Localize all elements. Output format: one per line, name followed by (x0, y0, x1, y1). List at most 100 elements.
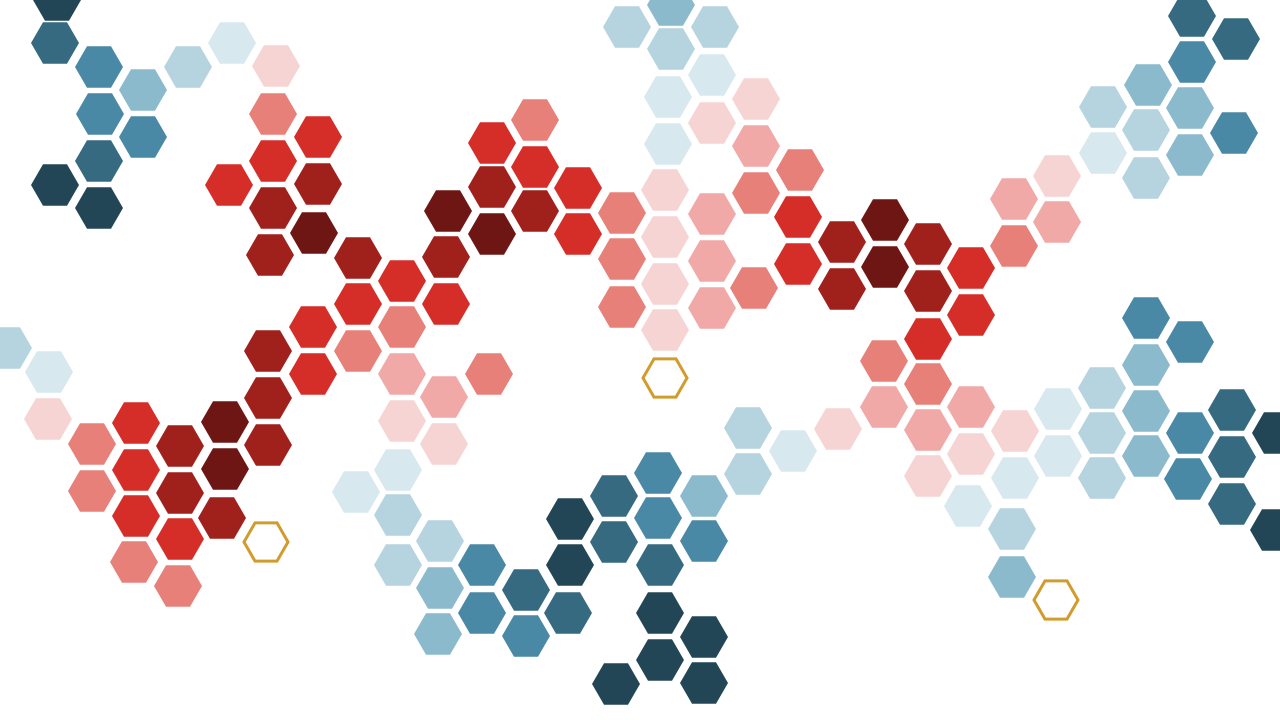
blue-hexagon (680, 616, 728, 658)
red-hexagon (424, 190, 472, 232)
red-hexagon (774, 243, 822, 285)
red-hexagon (244, 424, 292, 466)
blue-hexagon (634, 452, 682, 494)
blue-hexagon (414, 613, 462, 655)
gold-outline-hexagon (641, 357, 689, 399)
blue-hexagon (1252, 412, 1280, 454)
blue-hexagon (1208, 389, 1256, 431)
red-hexagon (732, 78, 780, 120)
blue-hexagon (1166, 412, 1214, 454)
blue-hexagon (546, 544, 594, 586)
blue-hexagon (636, 544, 684, 586)
red-hexagon (112, 495, 160, 537)
blue-hexagon (603, 6, 651, 48)
red-hexagon (947, 247, 995, 289)
blue-hexagon (647, 28, 695, 70)
red-hexagon (246, 234, 294, 276)
red-hexagon (378, 400, 426, 442)
blue-hexagon (1168, 0, 1216, 37)
blue-hexagon (988, 508, 1036, 550)
blue-hexagon (374, 494, 422, 536)
blue-hexagon (590, 521, 638, 563)
red-hexagon (904, 455, 952, 497)
blue-hexagon (416, 567, 464, 609)
blue-hexagon (76, 93, 124, 135)
red-hexagon (205, 164, 253, 206)
blue-hexagon (680, 520, 728, 562)
blue-hexagon (644, 123, 692, 165)
red-hexagon (24, 398, 72, 440)
blue-hexagon (25, 351, 73, 393)
blue-hexagon (1122, 344, 1170, 386)
blue-hexagon (1208, 483, 1256, 525)
red-hexagon (289, 306, 337, 348)
red-hexagon (990, 178, 1038, 220)
blue-hexagon (1122, 109, 1170, 151)
blue-hexagon (208, 22, 256, 64)
red-hexagon (732, 172, 780, 214)
red-hexagon (641, 169, 689, 211)
blue-hexagon (75, 46, 123, 88)
red-hexagon (554, 213, 602, 255)
red-hexagon (156, 472, 204, 514)
red-hexagon (554, 167, 602, 209)
red-hexagon (1033, 201, 1081, 243)
blue-hexagon (644, 76, 692, 118)
blue-hexagon (1078, 457, 1126, 499)
red-hexagon (110, 541, 158, 583)
red-hexagon (252, 45, 300, 87)
blue-hexagon (1079, 132, 1127, 174)
blue-hexagon (724, 407, 772, 449)
red-hexagon (334, 330, 382, 372)
blue-hexagon (164, 46, 212, 88)
red-hexagon (730, 267, 778, 309)
blue-hexagon (75, 187, 123, 229)
red-hexagon (511, 146, 559, 188)
red-hexagon (688, 193, 736, 235)
red-hexagon (244, 377, 292, 419)
red-hexagon (511, 190, 559, 232)
red-hexagon (688, 287, 736, 329)
blue-hexagon (988, 556, 1036, 598)
red-hexagon (688, 240, 736, 282)
blue-hexagon (1210, 112, 1258, 154)
blue-hexagon (416, 520, 464, 562)
red-hexagon (860, 386, 908, 428)
red-hexagon (641, 216, 689, 258)
blue-hexagon (647, 0, 695, 26)
red-hexagon (68, 423, 116, 465)
blue-hexagon (1078, 367, 1126, 409)
blue-hexagon (1212, 18, 1260, 60)
blue-hexagon (1124, 64, 1172, 106)
red-hexagon (904, 270, 952, 312)
red-hexagon (156, 425, 204, 467)
gold-outline-hexagon (1032, 579, 1080, 621)
red-hexagon (904, 318, 952, 360)
blue-hexagon (1164, 458, 1212, 500)
gold-outline-hexagon (242, 521, 290, 563)
blue-hexagon (1079, 86, 1127, 128)
red-hexagon (468, 122, 516, 164)
blue-hexagon (1034, 435, 1082, 477)
red-hexagon (776, 149, 824, 191)
red-hexagon (732, 125, 780, 167)
blue-hexagon (1166, 134, 1214, 176)
red-hexagon (249, 140, 297, 182)
blue-hexagon (1122, 297, 1170, 339)
blue-hexagon (458, 544, 506, 586)
red-hexagon (598, 192, 646, 234)
red-hexagon (378, 306, 426, 348)
red-hexagon (154, 565, 202, 607)
red-hexagon (290, 212, 338, 254)
blue-hexagon (724, 453, 772, 495)
blue-hexagon (31, 164, 79, 206)
blue-hexagon (691, 6, 739, 48)
red-hexagon (294, 116, 342, 158)
blue-hexagon (1078, 412, 1126, 454)
red-hexagon (468, 213, 516, 255)
red-hexagon (334, 283, 382, 325)
red-hexagon (814, 408, 862, 450)
red-hexagon (378, 260, 426, 302)
red-hexagon (420, 423, 468, 465)
